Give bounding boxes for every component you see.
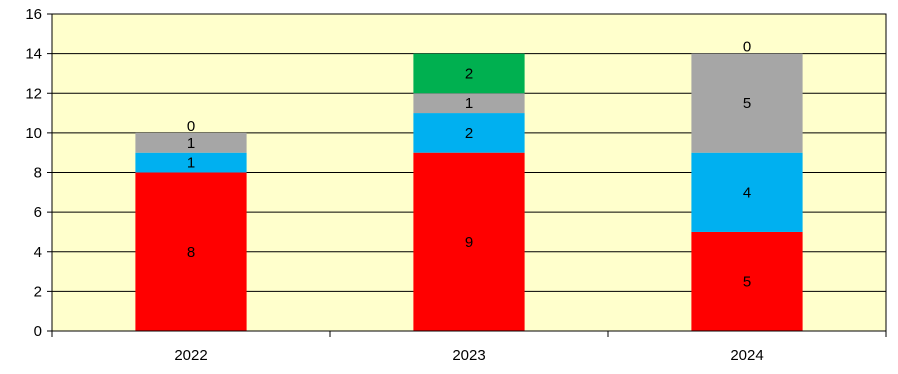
bar-segment: [691, 152, 803, 232]
bar-segment: [413, 152, 525, 331]
bar-segment: [135, 152, 247, 173]
x-tick-label: 2023: [452, 347, 485, 364]
bar-segment: [691, 231, 803, 331]
data-label: 0: [187, 118, 195, 135]
bar-segment: [691, 53, 803, 153]
data-label: 5: [743, 95, 751, 112]
y-tick-label: 0: [34, 323, 42, 340]
data-label: 5: [743, 273, 751, 290]
bar-segment: [135, 172, 247, 331]
y-tick-label: 16: [25, 6, 42, 23]
data-label: 9: [465, 234, 473, 251]
y-tick-label: 12: [25, 85, 42, 102]
data-label: 1: [187, 155, 195, 172]
bar-segment: [135, 132, 247, 153]
y-tick-label: 2: [34, 283, 42, 300]
data-label: 8: [187, 244, 195, 261]
bar-segment: [413, 53, 525, 94]
y-tick-label: 4: [34, 244, 42, 261]
data-label: 0: [743, 39, 751, 56]
data-label: 1: [465, 95, 473, 112]
bar-segment: [413, 113, 525, 153]
data-label: 2: [465, 65, 473, 82]
y-tick-label: 6: [34, 204, 42, 221]
x-tick-label: 2024: [730, 347, 763, 364]
bars: [135, 53, 803, 331]
y-tick-label: 10: [25, 125, 42, 142]
x-tick-label: 2022: [174, 347, 207, 364]
y-tick-label: 8: [34, 165, 42, 182]
data-label: 1: [187, 135, 195, 152]
y-tick-label: 14: [25, 46, 42, 63]
data-label: 2: [465, 125, 473, 142]
bar-segment: [413, 93, 525, 114]
data-label: 4: [743, 184, 751, 201]
